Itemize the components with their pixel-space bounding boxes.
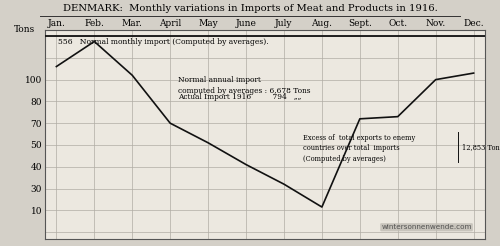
Text: 556   Normal monthly import (Computed by averages).: 556 Normal monthly import (Computed by a… bbox=[58, 38, 269, 46]
Text: 12,853 Tons: 12,853 Tons bbox=[462, 143, 500, 151]
Text: Normal annual import
computed by averages : 6,678 Tons: Normal annual import computed by average… bbox=[178, 76, 310, 95]
Text: wintersonnenwende.com: wintersonnenwende.com bbox=[382, 224, 472, 230]
Text: Tons: Tons bbox=[14, 25, 36, 34]
Text: Actual Import 1916         794   „„: Actual Import 1916 794 „„ bbox=[178, 93, 301, 101]
Text: DENMARK:  Monthly variations in Imports of Meat and Products in 1916.: DENMARK: Monthly variations in Imports o… bbox=[62, 4, 438, 13]
Text: Excess of  total exports to enemy
countries over total  imports
(Computed by ave: Excess of total exports to enemy countri… bbox=[303, 134, 415, 163]
